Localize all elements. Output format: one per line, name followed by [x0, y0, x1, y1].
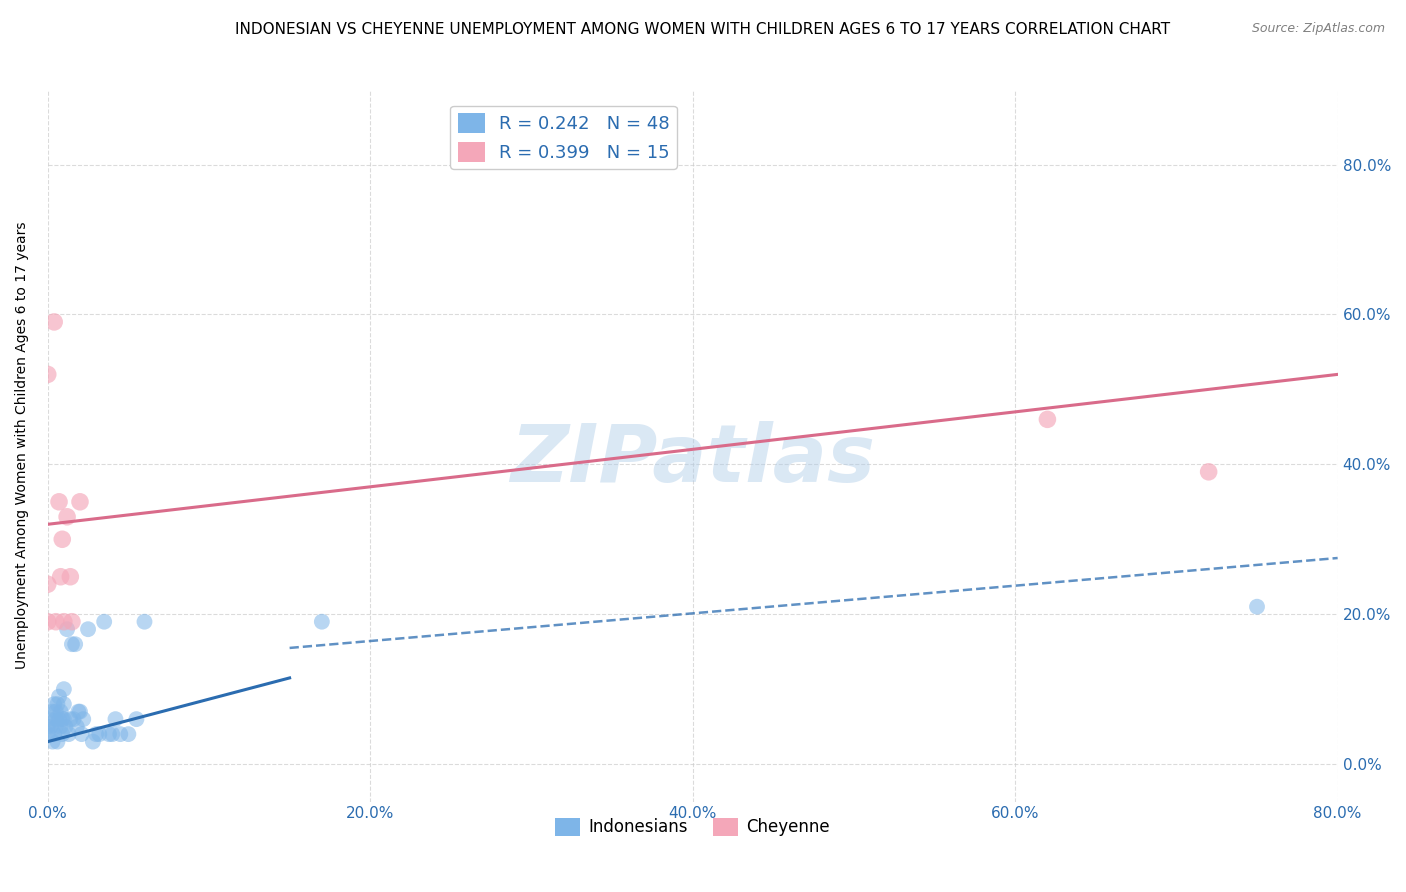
Point	[51, 727, 73, 741]
Point	[72, 712, 94, 726]
Point	[311, 615, 333, 629]
Point	[1036, 412, 1059, 426]
Point	[38, 712, 60, 726]
Point	[45, 712, 67, 726]
Point	[62, 712, 84, 726]
Point	[117, 727, 139, 741]
Point	[45, 720, 67, 734]
Point	[48, 690, 70, 704]
Point	[52, 697, 75, 711]
Point	[52, 712, 75, 726]
Point	[77, 622, 100, 636]
Point	[82, 734, 104, 748]
Point	[44, 697, 66, 711]
Point	[69, 495, 91, 509]
Point	[37, 577, 59, 591]
Point	[45, 615, 67, 629]
Text: INDONESIAN VS CHEYENNE UNEMPLOYMENT AMONG WOMEN WITH CHILDREN AGES 6 TO 17 YEARS: INDONESIAN VS CHEYENNE UNEMPLOYMENT AMON…	[235, 22, 1171, 37]
Point	[51, 533, 73, 547]
Point	[134, 615, 156, 629]
Point	[41, 705, 63, 719]
Point	[59, 570, 82, 584]
Point	[1246, 599, 1268, 614]
Point	[55, 720, 77, 734]
Point	[49, 570, 72, 584]
Point	[60, 637, 83, 651]
Point	[59, 712, 82, 726]
Point	[41, 734, 63, 748]
Point	[44, 315, 66, 329]
Point	[45, 705, 67, 719]
Point	[84, 727, 107, 741]
Point	[48, 495, 70, 509]
Point	[70, 727, 93, 741]
Point	[44, 727, 66, 741]
Point	[63, 637, 86, 651]
Point	[93, 615, 115, 629]
Point	[66, 720, 89, 734]
Point	[37, 615, 59, 629]
Point	[89, 727, 111, 741]
Point	[51, 712, 73, 726]
Point	[46, 734, 69, 748]
Point	[48, 712, 70, 726]
Point	[110, 727, 132, 741]
Point	[37, 368, 59, 382]
Point	[58, 727, 80, 741]
Point	[52, 682, 75, 697]
Y-axis label: Unemployment Among Women with Children Ages 6 to 17 years: Unemployment Among Women with Children A…	[15, 222, 30, 669]
Point	[49, 705, 72, 719]
Point	[39, 720, 62, 734]
Point	[67, 705, 90, 719]
Point	[1198, 465, 1220, 479]
Point	[56, 509, 79, 524]
Point	[69, 705, 91, 719]
Point	[104, 712, 127, 726]
Point	[56, 622, 79, 636]
Point	[98, 727, 121, 741]
Point	[52, 615, 75, 629]
Text: ZIPatlas: ZIPatlas	[510, 421, 875, 499]
Point	[37, 727, 59, 741]
Text: Source: ZipAtlas.com: Source: ZipAtlas.com	[1251, 22, 1385, 36]
Legend: Indonesians, Cheyenne: Indonesians, Cheyenne	[548, 811, 837, 843]
Point	[49, 720, 72, 734]
Point	[46, 697, 69, 711]
Point	[37, 720, 59, 734]
Point	[101, 727, 124, 741]
Point	[60, 615, 83, 629]
Point	[125, 712, 148, 726]
